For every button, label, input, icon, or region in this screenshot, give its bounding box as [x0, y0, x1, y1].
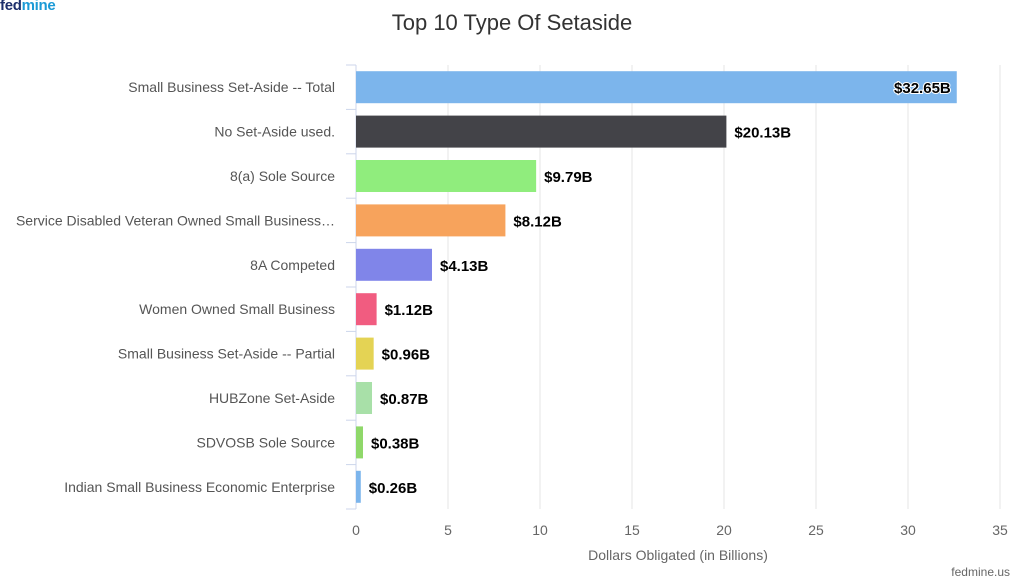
data-label: $32.65B: [894, 80, 951, 97]
bar: [356, 204, 506, 237]
data-label: $0.38B: [371, 435, 420, 452]
category-label: Service Disabled Veteran Owned Small Bus…: [16, 212, 335, 228]
data-label: $0.26B: [369, 480, 418, 497]
bar: [356, 337, 374, 370]
category-label: 8(a) Sole Source: [230, 168, 335, 184]
bar: [356, 248, 432, 281]
data-label: $8.12B: [513, 213, 562, 230]
category-label: Small Business Set-Aside -- Partial: [118, 346, 335, 362]
bar: [356, 293, 377, 326]
x-tick-label: 35: [992, 522, 1008, 538]
x-tick-label: 0: [352, 522, 360, 538]
category-label: 8A Competed: [250, 257, 335, 273]
data-label: $20.13B: [734, 125, 791, 142]
x-tick-label: 25: [808, 522, 824, 538]
category-label: HUBZone Set-Aside: [209, 390, 335, 406]
x-tick-label: 5: [444, 522, 452, 538]
data-label: $1.12B: [385, 302, 434, 319]
bar: [356, 470, 361, 503]
x-tick-label: 15: [624, 522, 640, 538]
credit-text: fedmine.us: [951, 565, 1010, 579]
fedmine-logo: fedmine: [0, 0, 56, 15]
data-label: $0.96B: [382, 347, 431, 364]
bar: [356, 160, 537, 192]
category-label: Women Owned Small Business: [139, 301, 335, 317]
logo-part-mine: mine: [21, 0, 56, 14]
category-label: Small Business Set-Aside -- Total: [128, 79, 335, 95]
category-label: Indian Small Business Economic Enterpris…: [64, 479, 335, 495]
x-tick-label: 20: [716, 522, 732, 538]
category-label: No Set-Aside used.: [214, 124, 335, 140]
data-label: $0.87B: [380, 391, 429, 408]
category-label: SDVOSB Sole Source: [196, 434, 335, 450]
bar: [356, 71, 957, 104]
x-axis-title: Dollars Obligated (in Billions): [588, 547, 768, 563]
bar: [356, 426, 363, 459]
x-tick-label: 30: [900, 522, 916, 538]
bar: [356, 115, 727, 148]
data-label: $9.79B: [544, 169, 593, 186]
bar: [356, 382, 373, 414]
chart-title: Top 10 Type Of Setaside: [391, 10, 633, 35]
x-tick-label: 10: [532, 522, 548, 538]
logo-part-fed: fed: [0, 0, 22, 14]
data-label: $4.13B: [440, 258, 489, 275]
